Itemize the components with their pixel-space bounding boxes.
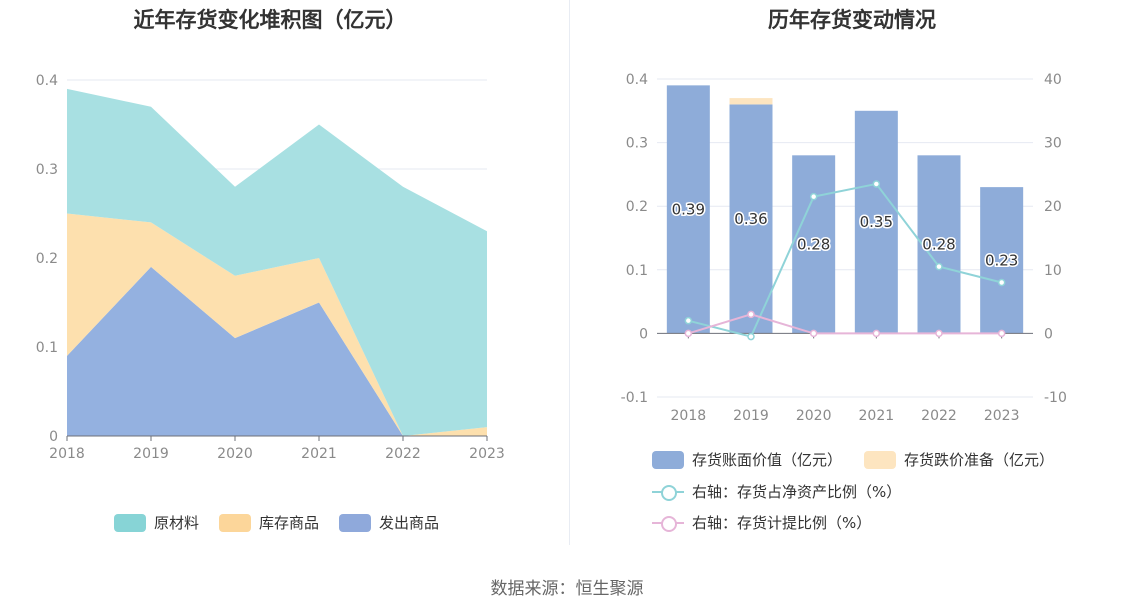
- x-tick-label: 2018: [671, 408, 707, 424]
- area-库存商品: [67, 213, 487, 436]
- bar-book-value: [792, 155, 836, 334]
- legend-swatch: [219, 513, 252, 532]
- legend-label: 右轴：存货计提比例（%）: [692, 514, 872, 532]
- panel-divider: [569, 0, 570, 545]
- x-tick-label: 2023: [984, 408, 1020, 424]
- y2-tick-label: 10: [1044, 263, 1062, 279]
- x-tick-label: 2023: [469, 446, 505, 462]
- y2-tick-label: 0: [1044, 326, 1053, 342]
- x-tick-label: 2022: [385, 446, 421, 462]
- line-point: [935, 329, 943, 338]
- line-右轴：存货计提比例（%）: [688, 313, 1002, 335]
- right-chart-title: 历年存货变动情况: [768, 8, 936, 32]
- line-point: [747, 332, 755, 341]
- y-tick-label: 0: [639, 326, 648, 342]
- bar-data-label: 0.39: [672, 200, 705, 218]
- stacked-area-chart: 0 0.1 0.2 0.3 0.4 2018 2019 2020 2021 2022 2023: [36, 73, 505, 462]
- x-tick-label: 2021: [859, 408, 895, 424]
- bar-impairment: [729, 98, 773, 105]
- y-tick-label: 0.2: [36, 251, 58, 267]
- x-tick-label: 2019: [133, 446, 169, 462]
- legend-label: 右轴：存货占净资产比例（%）: [692, 483, 902, 501]
- y2-tick-label: 30: [1044, 136, 1062, 152]
- y2-tick-label: 20: [1044, 199, 1062, 215]
- legend-swatch: [864, 450, 897, 469]
- x-tick-label: 2020: [796, 408, 832, 424]
- bar-book-value: [729, 104, 773, 334]
- y-tick-label: 0.3: [36, 162, 58, 178]
- x-tick-label: 2021: [301, 446, 337, 462]
- y-tick-label: 0.3: [626, 136, 648, 152]
- y-tick-label: -0.1: [621, 390, 648, 406]
- y-tick-label: 0.4: [36, 73, 58, 89]
- bar-data-label: 0.36: [734, 210, 767, 228]
- data-source-note: 数据来源：恒生聚源: [490, 579, 644, 599]
- line-point: [872, 180, 881, 188]
- bar-data-label: 0.28: [922, 235, 955, 253]
- left-chart-title: 近年存货变化堆积图（亿元）: [133, 8, 407, 32]
- legend-line-marker: [652, 514, 684, 532]
- legend-label: 库存商品: [259, 514, 320, 532]
- left-legend: 原材料 库存商品 发出商品: [114, 512, 439, 533]
- y-tick-label: 0: [49, 429, 58, 445]
- bar-data-label: 0.28: [797, 235, 830, 253]
- y-tick-label: 0.1: [626, 263, 648, 279]
- x-tick-label: 2018: [49, 446, 85, 462]
- line-point: [935, 262, 943, 271]
- y-tick-label: 0.2: [626, 199, 648, 215]
- bar-book-value: [917, 155, 961, 334]
- y-tick-label: 0.4: [626, 72, 648, 88]
- right-legend-row-3: 右轴：存货计提比例（%）: [652, 512, 871, 533]
- legend-item-book-value[interactable]: 存货账面价值（亿元）: [652, 449, 842, 470]
- line-point: [809, 192, 818, 201]
- line-point: [809, 329, 818, 338]
- x-tick-label: 2022: [921, 408, 957, 424]
- bar-book-value: [980, 187, 1024, 334]
- line-point: [872, 329, 881, 338]
- legend-swatch: [114, 513, 146, 532]
- line-point: [747, 310, 755, 319]
- line-point: [684, 316, 693, 325]
- legend-item-发出商品[interactable]: 发出商品: [339, 512, 439, 533]
- legend-item-库存商品[interactable]: 库存商品: [219, 512, 319, 533]
- line-point: [997, 278, 1006, 287]
- line-point: [997, 329, 1006, 338]
- bar-line-chart: -0.1 0 0.1 0.2 0.3 0.4 -10 0 10 20 30 40 2018 2019 202…: [621, 72, 1067, 424]
- right-legend-row-1: 存货账面价值（亿元） 存货跌价准备（亿元）: [652, 449, 1054, 470]
- bar-data-label: 0.23: [985, 251, 1018, 269]
- y-tick-label: 0.1: [36, 340, 58, 356]
- x-tick-label: 2019: [733, 408, 769, 424]
- legend-item-impairment[interactable]: 存货跌价准备（亿元）: [864, 449, 1054, 470]
- legend-swatch: [339, 513, 372, 532]
- legend-label: 原材料: [154, 514, 200, 532]
- y2-tick-label: -10: [1044, 390, 1067, 406]
- line-右轴：存货占净资产比例（%）: [688, 182, 1002, 338]
- legend-item-ratio-net-assets[interactable]: 右轴：存货占净资产比例（%）: [652, 481, 901, 502]
- bar-book-value: [666, 85, 710, 334]
- bar-data-label: 0.35: [860, 213, 893, 231]
- x-tick-label: 2020: [217, 446, 253, 462]
- y2-tick-label: 40: [1044, 72, 1062, 88]
- legend-label: 存货账面价值（亿元）: [692, 451, 843, 469]
- legend-swatch: [652, 450, 684, 469]
- bar-book-value: [854, 110, 898, 334]
- legend-label: 存货跌价准备（亿元）: [904, 451, 1055, 469]
- right-legend-row-2: 右轴：存货占净资产比例（%）: [652, 481, 901, 502]
- area-原材料: [67, 88, 487, 437]
- legend-item-原材料[interactable]: 原材料: [114, 512, 199, 533]
- legend-label: 发出商品: [379, 514, 440, 532]
- line-point: [684, 329, 693, 338]
- legend-line-marker: [652, 483, 684, 501]
- legend-item-provision-ratio[interactable]: 右轴：存货计提比例（%）: [652, 512, 871, 533]
- area-发出商品: [67, 266, 487, 436]
